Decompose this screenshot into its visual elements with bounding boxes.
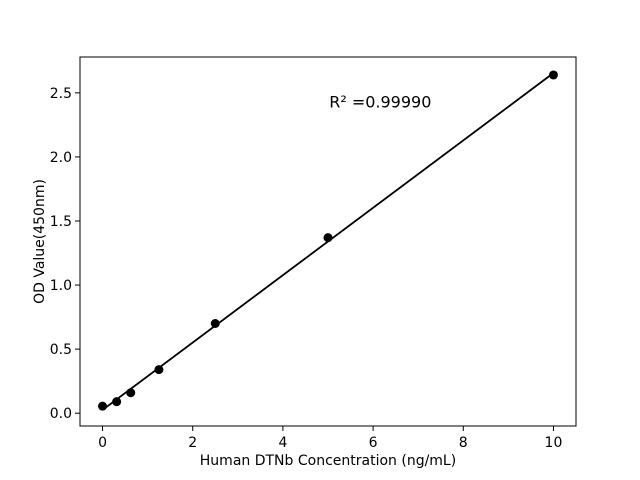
x-tick-label: 0 [98, 435, 107, 451]
x-tick-label: 10 [545, 435, 563, 451]
x-tick-label: 6 [369, 435, 378, 451]
y-tick-label: 0.5 [50, 342, 72, 358]
data-point [98, 401, 108, 411]
data-point [154, 365, 164, 375]
r-squared-annotation: R² =0.99990 [329, 93, 431, 112]
y-tick-label: 1.5 [50, 214, 72, 230]
x-tick-label: 4 [278, 435, 287, 451]
data-point [323, 233, 333, 243]
data-point [548, 70, 558, 80]
data-point [126, 388, 136, 398]
x-tick-label: 8 [459, 435, 468, 451]
y-axis-label: OD Value(450nm) [32, 179, 48, 304]
y-tick-label: 2.0 [50, 150, 72, 166]
data-point [210, 319, 220, 328]
plot-border [79, 56, 577, 427]
x-axis-label: Human DTNb Concentration (ng/mL) [200, 453, 456, 469]
y-tick-label: 2.5 [50, 86, 72, 102]
y-tick-label: 0.0 [50, 406, 72, 422]
data-point [112, 397, 122, 407]
x-tick-label: 2 [188, 435, 197, 451]
y-tick-label: 1.0 [50, 278, 72, 294]
